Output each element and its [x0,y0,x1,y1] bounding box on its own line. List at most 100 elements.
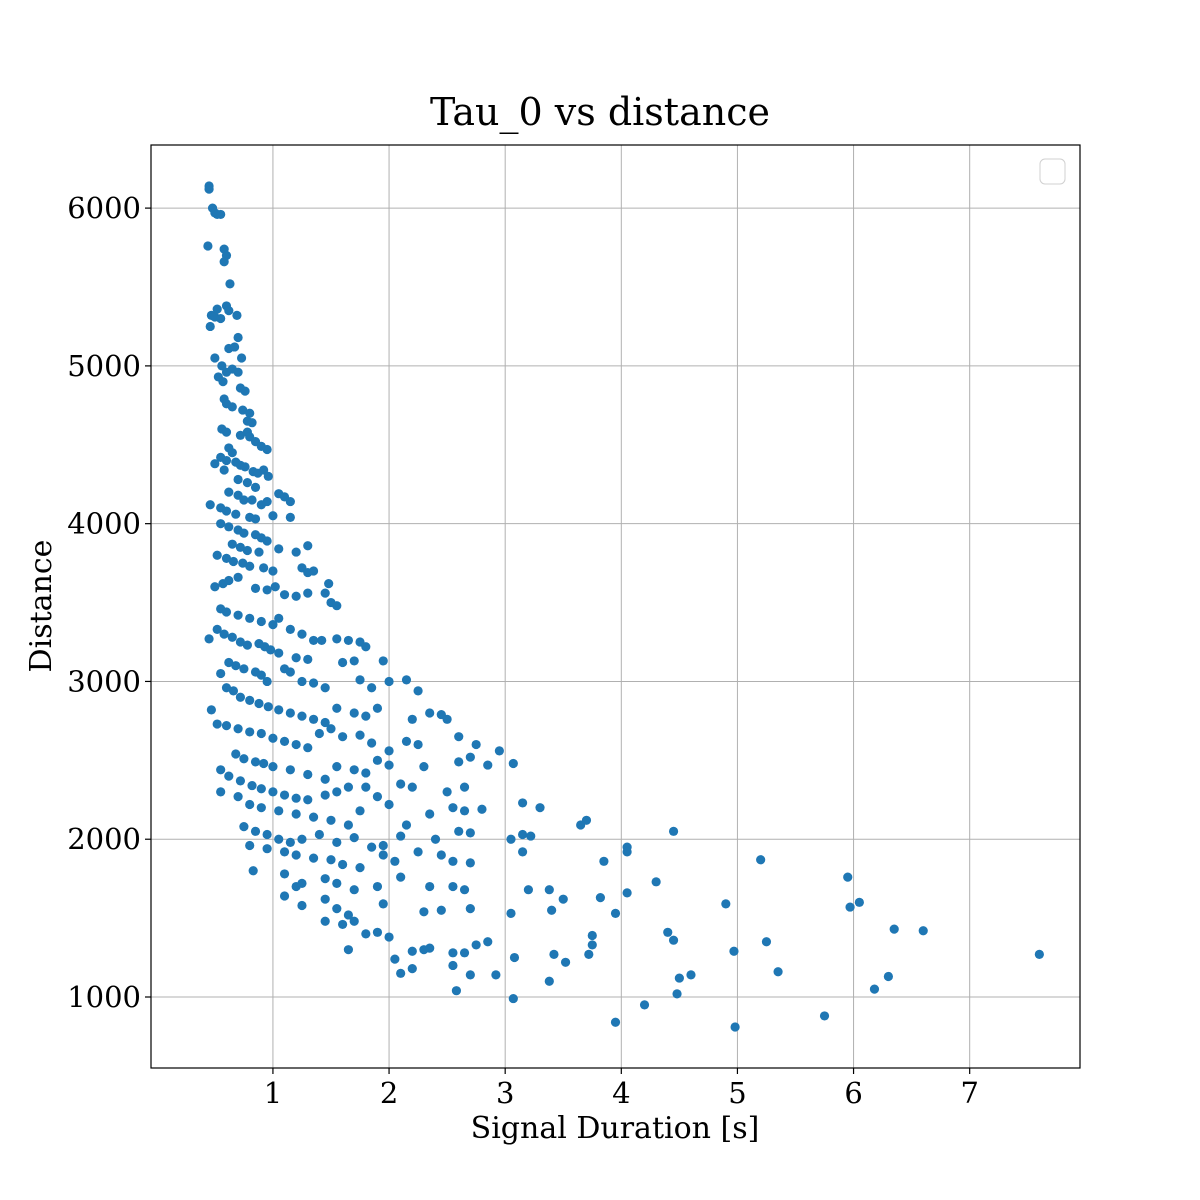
scatter-point [518,829,528,840]
scatter-point [297,676,307,687]
scatter-point [506,834,516,844]
scatter-point [491,970,501,980]
scatter-point [483,760,493,770]
scatter-point [407,964,417,974]
scatter-point [230,342,240,352]
scatter-point [320,683,330,693]
scatter-point [250,757,261,767]
scatter-point [254,547,264,557]
scatter-point [413,739,423,750]
scatter-point [465,752,475,762]
scatter-point [228,686,239,696]
scatter-point [407,714,417,724]
scatter-point [245,695,255,705]
scatter-point [210,353,220,363]
scatter-point [308,678,319,688]
scatter-point [425,881,435,892]
scatter-point [240,386,250,396]
scatter-point [401,675,412,685]
scatter-point [206,705,216,715]
scatter-point [227,539,237,549]
scatter-point [235,430,246,440]
scatter-point [285,708,295,718]
scatter-point [355,730,365,740]
scatter-point [477,804,487,814]
scatter-point [332,878,342,889]
scatter-point [425,708,435,718]
scatter-point [303,795,313,805]
scatter-point [610,908,621,918]
scatter-point [291,739,301,750]
scatter-point [250,826,261,836]
scatter-point [471,940,481,950]
scatter-point [663,927,673,937]
scatter-point [361,768,371,778]
scatter-point [454,826,464,836]
scatter-point [216,787,226,797]
scatter-point [216,313,226,324]
scatter-point [268,620,278,630]
scatter-point [419,762,429,772]
scatter-point [843,872,853,882]
x-tick-label: 7 [960,1076,978,1110]
scatter-point [233,367,243,377]
scatter-point [291,591,301,601]
scatter-point [279,891,290,901]
scatter-point [349,833,359,843]
scatter-point [231,749,241,759]
scatter-point [465,904,475,914]
scatter-point [761,937,772,947]
scatter-point [203,241,213,251]
scatter-point [459,948,470,958]
scatter-point [262,496,272,507]
scatter-point [560,957,571,967]
scatter-point [228,556,239,567]
scatter-point [240,462,250,472]
scatter-point [242,640,252,650]
scatter-point [756,855,766,865]
x-axis-label: Signal Duration [s] [471,1111,760,1146]
scatter-point [285,512,295,522]
scatter-point [396,831,406,841]
scatter-point [245,727,255,737]
scatter-point [581,815,592,825]
scatter-point [320,916,330,926]
scatter-point [338,919,348,930]
scatter-point [279,590,290,600]
scatter-point [250,583,261,593]
scatter-point [332,762,342,772]
scatter-point [274,806,284,816]
scatter-point [483,937,493,947]
scatter-point [245,613,255,623]
plot-frame [150,144,1081,1069]
scatter-point [372,792,383,802]
scatter-point [274,834,284,844]
y-tick-label: 4000 [67,507,141,541]
scatter-point [221,683,232,693]
scatter-point [320,717,330,728]
scatter-point [343,782,354,792]
scatter-point [332,634,342,644]
scatter-point [216,765,226,775]
scatter-point [227,448,237,458]
scatter-point [639,1000,650,1010]
scatter-point [270,582,280,592]
scatter-point [430,834,441,844]
scatter-point [332,787,342,797]
scatter-point [279,790,290,800]
scatter-point [338,732,348,742]
y-tick-label: 2000 [67,822,141,856]
scatter-point [238,405,248,415]
scatter-point [314,728,324,739]
scatter-point [254,698,264,709]
scatter-point [721,899,731,909]
scatter-point [401,736,412,747]
scatter-point [508,993,518,1004]
y-tick-label: 5000 [67,349,141,383]
scatter-point [343,945,354,955]
scatter-point [212,624,222,634]
scatter-point [355,863,365,873]
scatter-point [262,585,272,595]
scatter-point [256,784,266,794]
scatter-point [454,732,464,742]
